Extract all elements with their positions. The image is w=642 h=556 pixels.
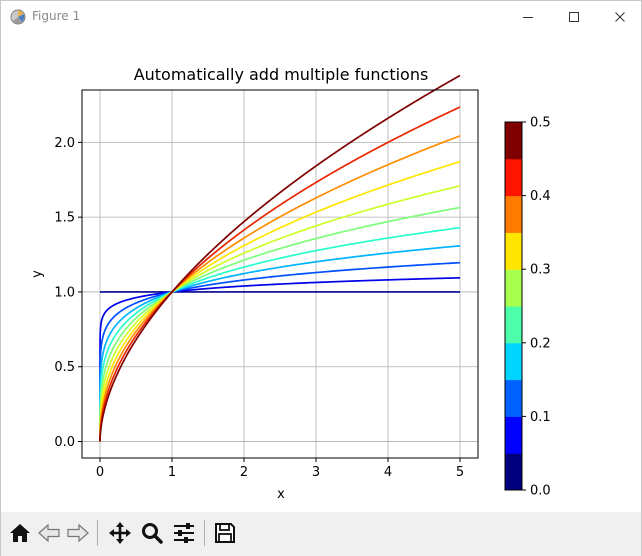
save-button[interactable] xyxy=(211,518,239,548)
close-button[interactable] xyxy=(597,1,642,32)
colorbar-tick-label: 0.5 xyxy=(530,116,551,131)
chart-title: Automatically add multiple functions xyxy=(134,65,429,84)
forward-arrow-icon xyxy=(67,523,89,543)
title-bar: Figure 1 xyxy=(1,1,641,32)
series-line xyxy=(99,206,461,442)
colorbar-segment xyxy=(505,453,522,491)
y-tick-label: 1.5 xyxy=(54,211,75,226)
colorbar-segment xyxy=(505,195,522,233)
x-axis: 0 1 2 3 4 5 xyxy=(96,458,464,480)
colorbar-segment xyxy=(505,122,522,160)
maximize-icon xyxy=(569,11,579,22)
series-line xyxy=(99,276,461,442)
close-icon xyxy=(615,11,625,22)
forward-button[interactable] xyxy=(64,518,92,548)
series-line xyxy=(99,135,461,442)
window-title: Figure 1 xyxy=(32,9,81,23)
x-axis-label: x xyxy=(277,487,285,502)
x-tick-label: 2 xyxy=(240,465,248,480)
y-axis: 0.0 0.5 1.0 1.5 2.0 xyxy=(54,136,82,450)
colorbar-tick-label: 0.4 xyxy=(530,189,551,204)
series-lines xyxy=(99,74,461,442)
colorbar-segment xyxy=(505,158,522,197)
x-tick-label: 3 xyxy=(312,465,320,480)
back-button[interactable] xyxy=(35,518,63,548)
colorbar-segment xyxy=(505,416,522,454)
colorbar-segment xyxy=(505,269,522,307)
figure-canvas[interactable]: Automatically add multiple functions 0 1 2… xyxy=(1,32,641,512)
colorbar-tick-label: 0.2 xyxy=(530,336,551,351)
series-line xyxy=(99,74,461,442)
colorbar-tick-label: 0.0 xyxy=(530,484,551,499)
colorbar-segment xyxy=(505,232,522,270)
grid xyxy=(82,90,478,458)
toolbar-separator xyxy=(97,520,98,546)
series-line xyxy=(99,226,461,442)
zoom-icon xyxy=(142,523,163,544)
x-tick-label: 4 xyxy=(384,465,392,480)
plot-frame xyxy=(81,89,479,459)
minimize-button[interactable] xyxy=(505,1,551,32)
colorbar-frame xyxy=(504,121,523,491)
y-tick-label: 2.0 xyxy=(54,136,75,151)
x-tick-label: 5 xyxy=(456,465,464,480)
zoom-button[interactable] xyxy=(138,518,166,548)
home-icon xyxy=(10,524,30,542)
colorbar-segment xyxy=(505,342,522,381)
y-tick-label: 0.0 xyxy=(54,435,75,450)
move-icon xyxy=(109,522,131,544)
y-tick-label: 0.5 xyxy=(54,360,75,375)
colorbar-segment xyxy=(505,379,522,417)
sliders-icon xyxy=(174,523,194,543)
colorbar: 0.0 0.1 0.2 0.3 0.4 0.5 xyxy=(504,116,551,499)
toolbar-separator xyxy=(204,520,205,546)
colorbar-segment xyxy=(505,306,522,344)
x-tick-label: 0 xyxy=(96,465,104,480)
home-button[interactable] xyxy=(6,518,34,548)
matplotlib-figure-icon xyxy=(10,9,26,25)
x-tick-label: 1 xyxy=(168,465,176,480)
minimize-icon xyxy=(523,16,533,18)
colorbar-tick-label: 0.1 xyxy=(530,410,551,425)
maximize-button[interactable] xyxy=(551,1,597,32)
line-chart: Automatically add multiple functions 0 1 2… xyxy=(30,65,551,502)
y-axis-label: y xyxy=(30,270,45,278)
save-icon xyxy=(215,523,235,543)
navigation-toolbar xyxy=(1,512,641,556)
series-line xyxy=(99,261,461,442)
back-arrow-icon xyxy=(38,523,60,543)
pan-button[interactable] xyxy=(106,518,134,548)
y-tick-label: 1.0 xyxy=(54,285,75,300)
colorbar-tick-label: 0.3 xyxy=(530,263,551,278)
configure-subplots-button[interactable] xyxy=(170,518,198,548)
